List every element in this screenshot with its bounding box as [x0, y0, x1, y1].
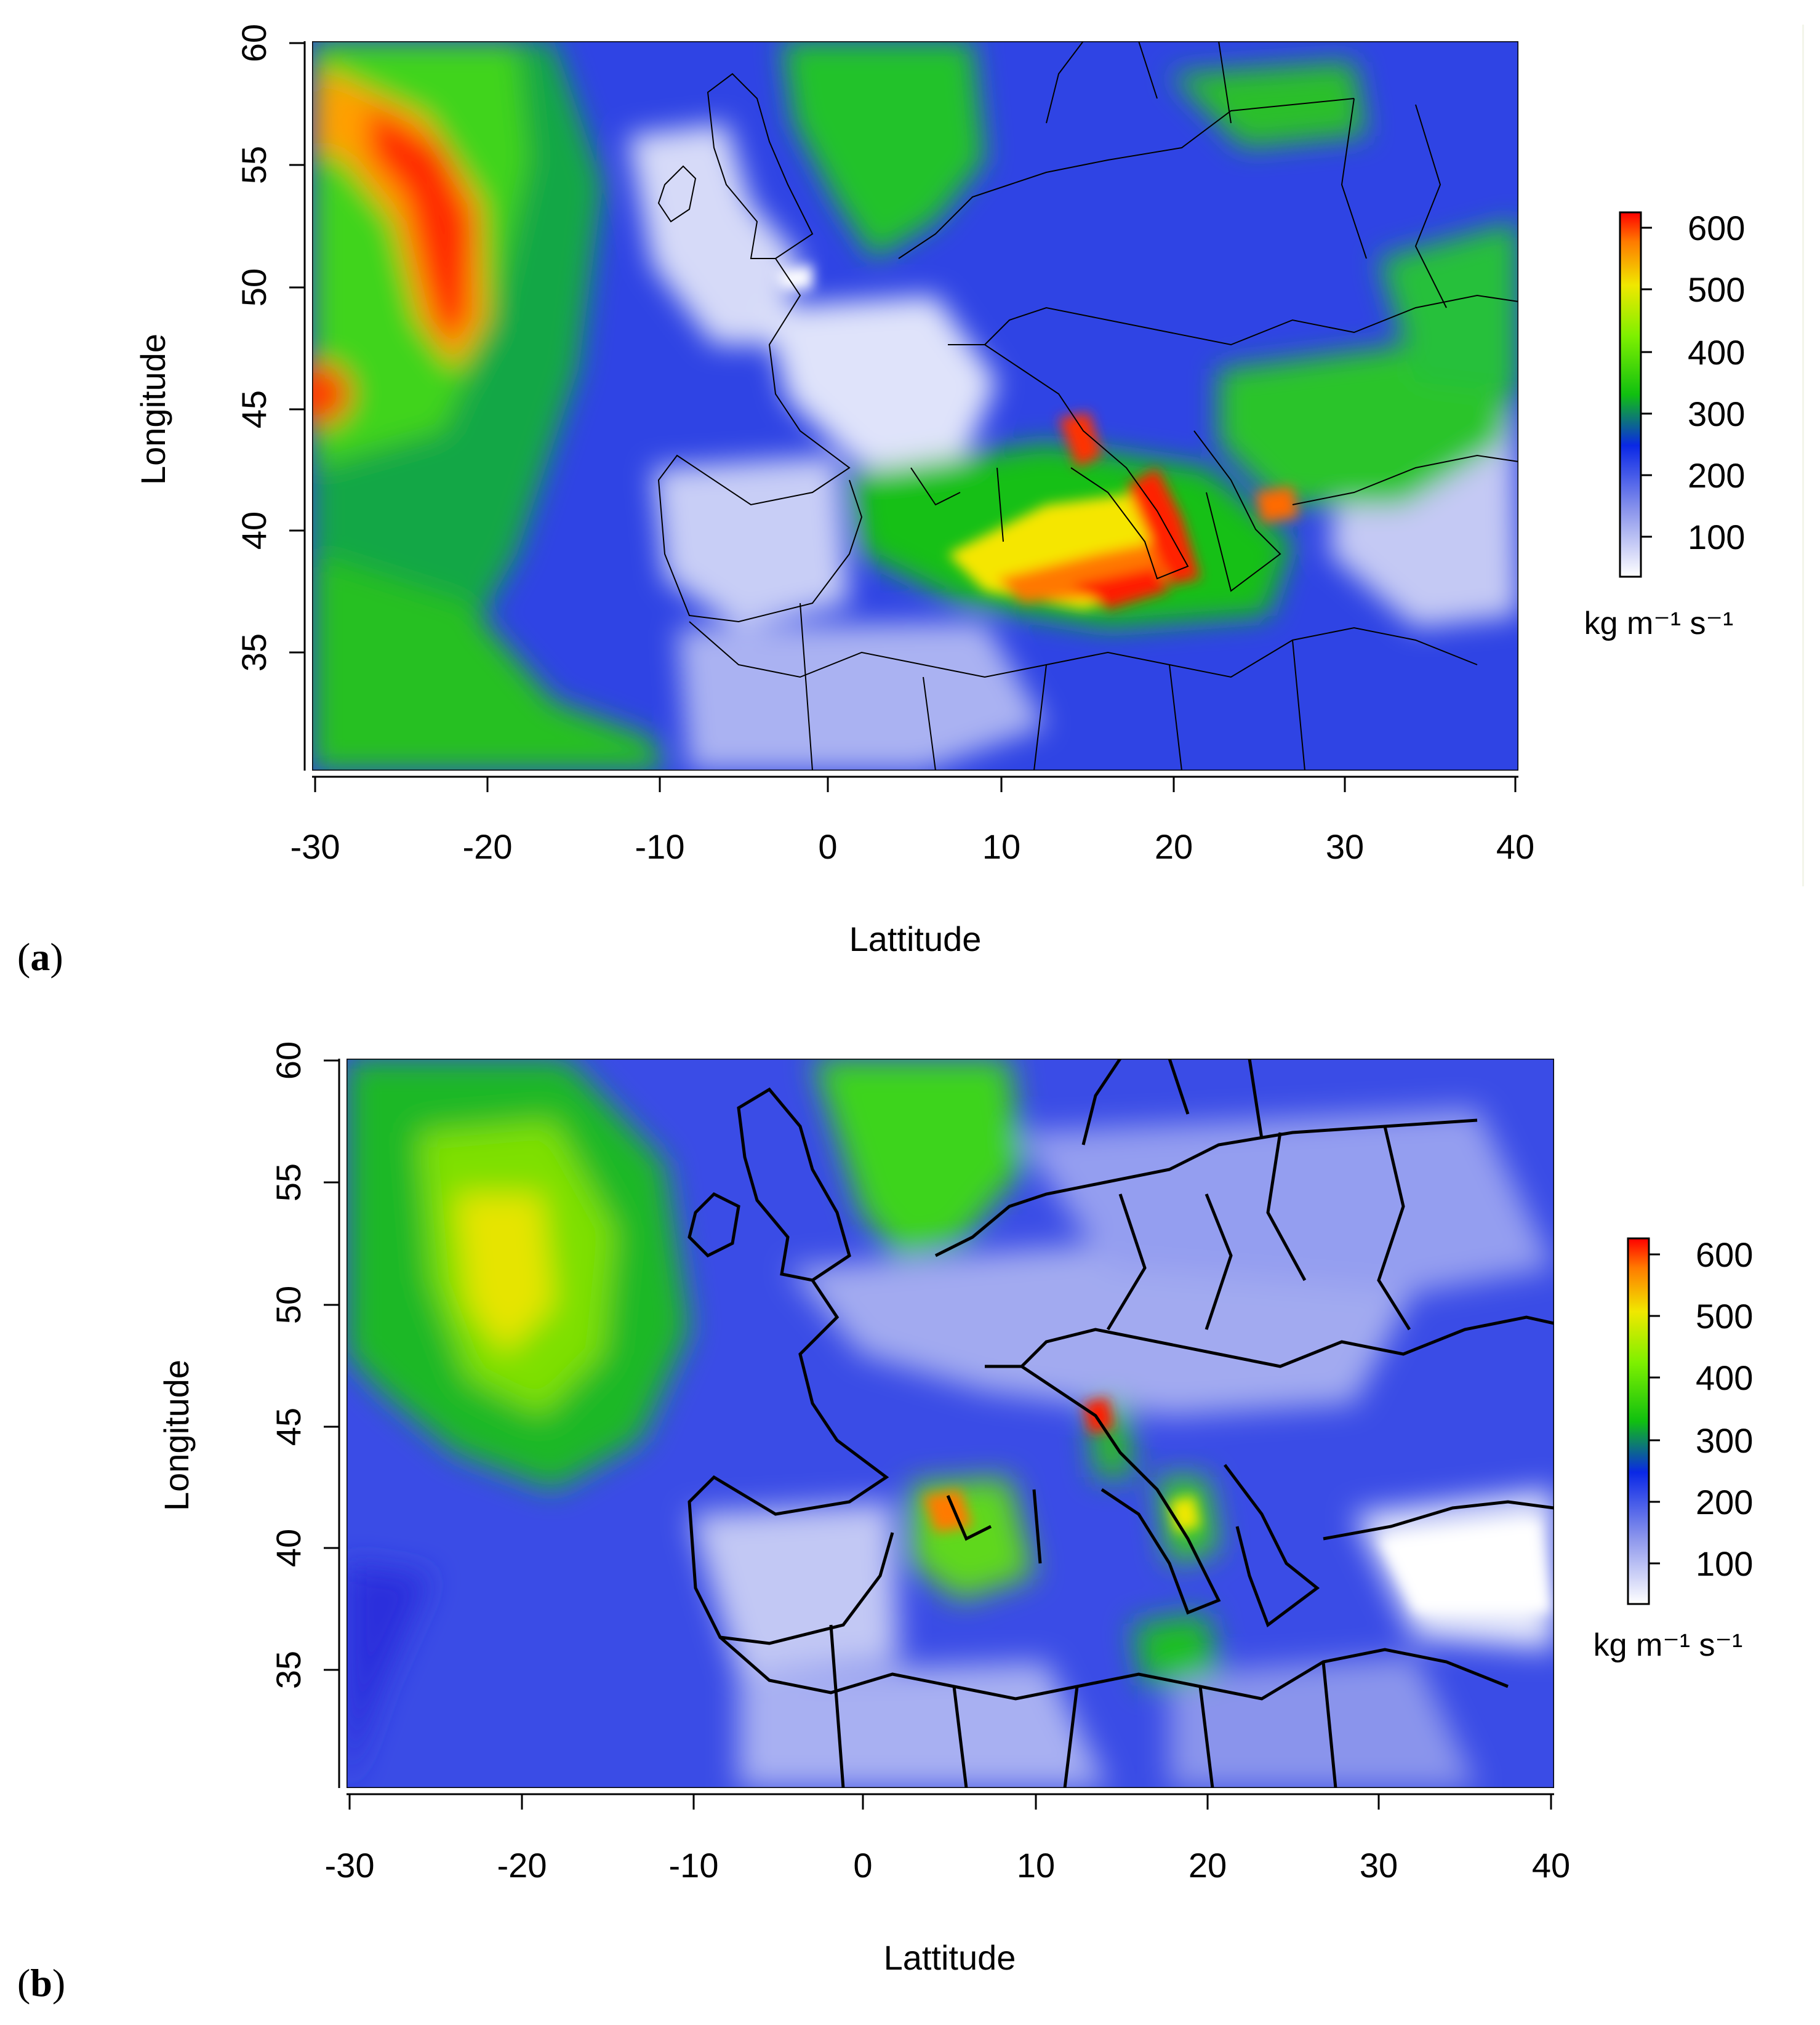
colorbar-tick-label: 400	[1696, 1358, 1753, 1397]
colorbar-ramp	[1619, 211, 1642, 578]
y-tick-label: 50	[269, 1286, 308, 1324]
panel-a: -30 -20 -10 0 10 20 30 40 Lattitude 35	[0, 0, 1820, 1009]
y-axis-title: Longitude	[134, 334, 172, 485]
y-tick-label: 60	[235, 24, 273, 62]
flux-field-a	[312, 41, 1518, 771]
colorbar-tick-label: 100	[1696, 1544, 1753, 1583]
colorbar-tick-label: 200	[1688, 456, 1745, 495]
y-tick-label: 50	[235, 268, 273, 307]
y-tick-label: 35	[235, 633, 273, 672]
x-tick-label: 30	[1326, 827, 1364, 866]
colorbar-a: 100 200 300 400 500 600 kg m⁻¹ s⁻¹	[1584, 209, 1746, 641]
panel-b-figure: -30 -20 -10 0 10 20 30 40 Lattitude 35	[157, 1041, 1754, 1977]
x-tick-label: -10	[635, 827, 685, 866]
y-tick-label: 55	[235, 146, 273, 184]
x-tick-label: -30	[325, 1846, 375, 1885]
colorbar-tick-label: 300	[1696, 1421, 1753, 1460]
x-tick-label: 10	[982, 827, 1020, 866]
y-tick-label: 55	[269, 1163, 308, 1201]
x-tick-label: 20	[1189, 1846, 1227, 1885]
y-axis-a: 35 40 45 50 55 60 Longitude	[134, 24, 305, 672]
panel-a-figure: -30 -20 -10 0 10 20 30 40 Lattitude 35	[134, 24, 1746, 958]
colorbar-unit: kg m⁻¹ s⁻¹	[1584, 606, 1734, 641]
x-tick-label: 40	[1532, 1846, 1570, 1885]
x-tick-label: -10	[669, 1846, 719, 1885]
colorbar-tick-label: 400	[1688, 333, 1745, 372]
colorbar-ramp	[1627, 1237, 1650, 1605]
x-axis-title: Lattitude	[849, 920, 982, 958]
y-axis-b: 35 40 45 50 55 60 Longitude	[157, 1041, 339, 1689]
x-tick-label: -20	[497, 1846, 547, 1885]
y-tick-label: 45	[269, 1408, 308, 1446]
divider-line	[1802, 25, 1804, 886]
x-tick-label: 20	[1155, 827, 1193, 866]
y-tick-label: 60	[269, 1041, 308, 1080]
y-tick-label: 40	[235, 511, 273, 550]
x-tick-label: 30	[1360, 1846, 1398, 1885]
x-tick-label: 10	[1017, 1846, 1055, 1885]
x-tick-marks-a	[314, 777, 1517, 792]
colorbar-tick-label: 500	[1696, 1297, 1753, 1336]
colorbar-tick-label: 300	[1688, 395, 1745, 433]
y-tick-label: 45	[235, 390, 273, 428]
colorbar-tick-label: 600	[1696, 1235, 1753, 1274]
x-axis-a: -30 -20 -10 0 10 20 30 40 Lattitude	[291, 777, 1534, 958]
x-tick-label: 0	[853, 1846, 872, 1885]
colorbar-tick-label: 200	[1696, 1483, 1753, 1522]
colorbar-unit: kg m⁻¹ s⁻¹	[1594, 1627, 1743, 1663]
x-tick-label: -20	[463, 827, 513, 866]
panel-tag-a: (a)	[17, 935, 63, 979]
y-tick-label: 40	[269, 1529, 308, 1567]
y-tick-label: 35	[269, 1651, 308, 1689]
x-axis-title: Lattitude	[884, 1938, 1016, 1977]
axes-b	[338, 1059, 1554, 1795]
colorbar-tick-label: 600	[1688, 209, 1745, 247]
panel-tag-b: (b)	[17, 1961, 66, 2005]
panel-b: -30 -20 -10 0 10 20 30 40 Lattitude 35	[0, 1009, 1820, 2022]
y-axis-title: Longitude	[157, 1360, 196, 1511]
colorbar-tick-label: 100	[1688, 518, 1745, 556]
coastlines-a	[657, 41, 1518, 771]
flux-field-b	[347, 1059, 1554, 1788]
x-tick-label: 0	[818, 827, 837, 866]
coastlines-b	[688, 1059, 1554, 1788]
x-tick-label: -30	[291, 827, 340, 866]
x-tick-label: 40	[1496, 827, 1534, 866]
axes-a	[303, 41, 1518, 778]
colorbar-b: 100 200 300 400 500 600 kg m⁻¹ s⁻¹	[1594, 1235, 1754, 1663]
x-axis-b: -30 -20 -10 0 10 20 30 40 Lattitude	[325, 1794, 1570, 1977]
colorbar-tick-label: 500	[1688, 270, 1745, 309]
